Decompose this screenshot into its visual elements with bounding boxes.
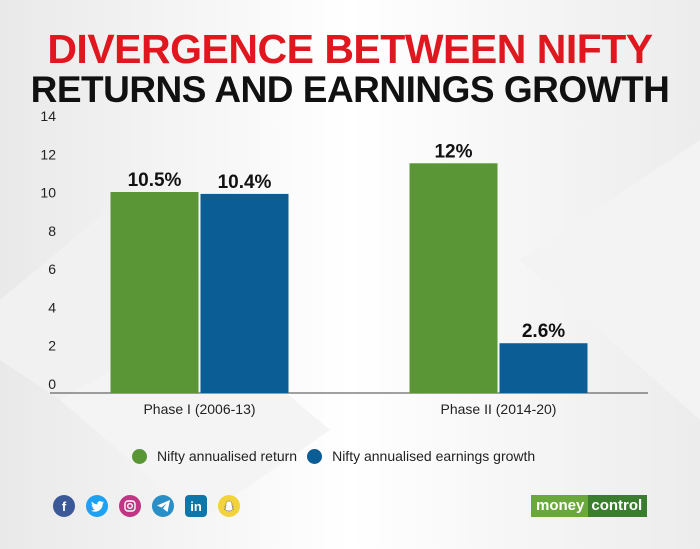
legend-swatch-return	[132, 448, 147, 464]
snapchat-icon[interactable]	[218, 495, 240, 517]
logo-part-money: money	[531, 495, 589, 517]
legend-label-earnings: Nifty annualised earnings growth	[332, 448, 536, 464]
legend-label-return: Nifty annualised return	[157, 448, 298, 464]
y-tick-label: 10	[40, 185, 56, 201]
legend-item-earnings: Nifty annualised earnings growth	[307, 448, 535, 464]
logo-part-control: control	[588, 495, 648, 517]
data-label: 10.4%	[218, 172, 272, 193]
moneycontrol-logo: money control	[531, 495, 648, 517]
instagram-icon[interactable]	[119, 495, 141, 517]
bar	[499, 343, 588, 393]
bar	[200, 193, 289, 393]
y-tick-label: 2	[48, 338, 56, 354]
legend: Nifty annualised return Nifty annualised…	[132, 448, 545, 464]
x-category-label: Phase I (2006-13)	[143, 401, 255, 417]
x-category-label: Phase II (2014-20)	[441, 401, 557, 417]
legend-item-return: Nifty annualised return	[132, 448, 297, 464]
facebook-icon[interactable]: f	[53, 495, 75, 517]
chart-title-line1: DIVERGENCE BETWEEN NIFTY	[47, 26, 653, 72]
data-label: 2.6%	[522, 321, 565, 342]
chart-title-line2: RETURNS AND EARNINGS GROWTH	[30, 69, 670, 110]
y-tick-label: 6	[48, 261, 56, 277]
linkedin-icon[interactable]: in	[185, 495, 207, 517]
data-label: 12%	[434, 141, 472, 162]
y-tick-label: 0	[48, 376, 56, 392]
bar	[409, 163, 498, 393]
bar	[110, 192, 199, 393]
y-tick-label: 4	[48, 299, 56, 315]
y-tick-label: 8	[48, 223, 56, 239]
twitter-icon[interactable]	[86, 495, 108, 517]
legend-swatch-earnings	[307, 448, 323, 464]
social-icons: f in	[53, 495, 251, 517]
telegram-icon[interactable]	[152, 495, 174, 517]
y-tick-label: 12	[40, 146, 56, 162]
data-label: 10.5%	[128, 170, 182, 191]
y-tick-label: 14	[40, 108, 56, 124]
